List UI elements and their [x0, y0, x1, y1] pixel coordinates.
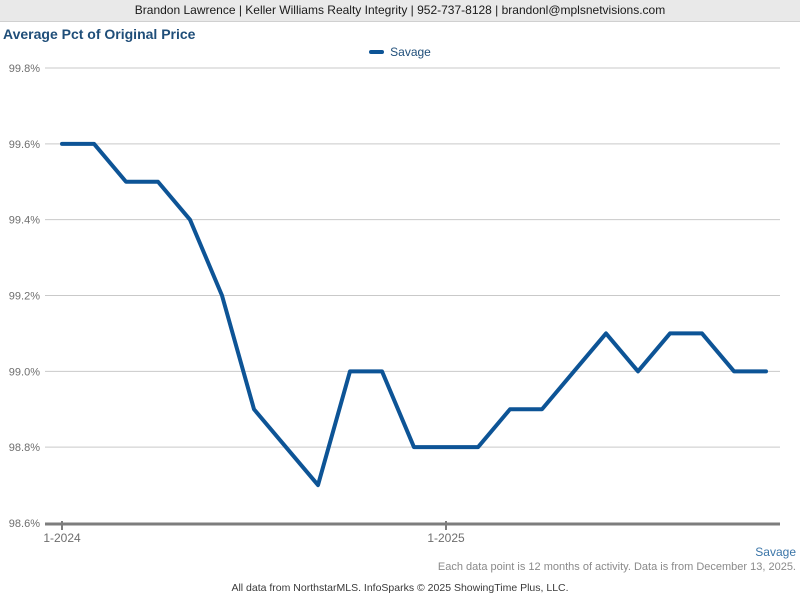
series-line-savage[interactable] — [60, 141, 768, 488]
y-axis-tick-label: 98.6% — [9, 518, 40, 530]
y-axis-tick-label: 99.2% — [9, 291, 40, 303]
chart-legend[interactable]: Savage — [0, 45, 800, 59]
line-chart[interactable]: 98.6% 98.8% 99.0% 99.2% 99.4% 99.6% 99.8% 1-202… — [0, 0, 800, 550]
y-axis-tick-label: 99.6% — [9, 139, 40, 151]
y-axis-tick-label: 99.0% — [9, 366, 40, 378]
legend-label: Savage — [390, 45, 431, 59]
y-axis-tick-label: 98.8% — [9, 442, 40, 454]
y-axis-tick-label: 99.8% — [9, 63, 40, 75]
data-note: Each data point is 12 months of activity… — [437, 561, 796, 573]
x-axis-tick-label: 1-2025 — [427, 531, 465, 545]
legend-line-marker — [369, 50, 385, 54]
x-axis-tick-label: 1-2024 — [43, 531, 81, 545]
footer-series-label: Savage — [755, 545, 796, 559]
header-bar: Brandon Lawrence | Keller Williams Realt… — [0, 0, 800, 22]
page-title: Average Pct of Original Price — [3, 26, 196, 42]
agent-contact-text: Brandon Lawrence | Keller Williams Realt… — [134, 3, 666, 17]
y-axis-tick-label: 99.4% — [9, 215, 40, 227]
attribution-text: All data from NorthstarMLS. InfoSparks ©… — [231, 582, 569, 594]
